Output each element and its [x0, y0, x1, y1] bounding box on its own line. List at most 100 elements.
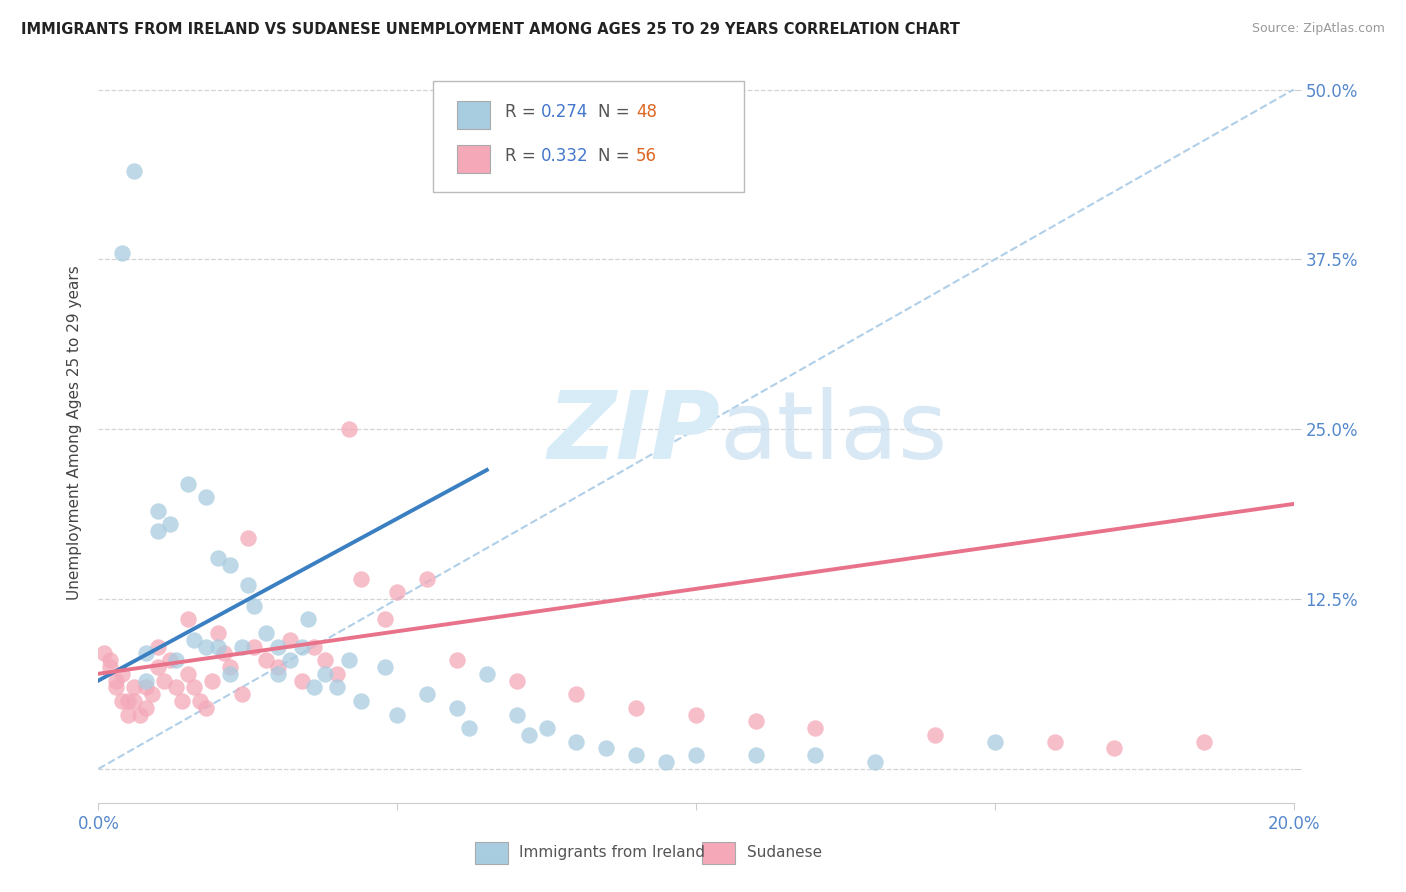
FancyBboxPatch shape [433, 81, 744, 192]
Point [745, 714, 768, 729]
Point [129, 707, 152, 722]
Point [267, 640, 290, 654]
Point [804, 748, 827, 763]
Point [278, 632, 301, 647]
Point [924, 728, 946, 742]
Text: R =: R = [505, 103, 541, 121]
Point [183, 632, 205, 647]
Point [446, 653, 468, 667]
Point [135, 646, 157, 660]
Text: R =: R = [505, 147, 541, 165]
Point [93, 646, 115, 660]
Point [148, 504, 170, 518]
Point [148, 660, 170, 674]
Point [517, 728, 540, 742]
Text: IMMIGRANTS FROM IRELAND VS SUDANESE UNEMPLOYMENT AMONG AGES 25 TO 29 YEARS CORRE: IMMIGRANTS FROM IRELAND VS SUDANESE UNEM… [21, 22, 960, 37]
Point [685, 707, 707, 722]
Point [98, 653, 122, 667]
Point [446, 700, 468, 714]
Point [135, 673, 157, 688]
Point [105, 681, 128, 695]
Point [219, 558, 242, 572]
Point [165, 681, 187, 695]
Point [111, 245, 134, 260]
Point [416, 572, 439, 586]
Point [236, 578, 259, 592]
Point [315, 666, 337, 681]
Point [350, 694, 373, 708]
Point [212, 646, 235, 660]
Point [565, 734, 588, 748]
Point [172, 694, 194, 708]
Point [231, 640, 253, 654]
Text: Source: ZipAtlas.com: Source: ZipAtlas.com [1251, 22, 1385, 36]
Point [195, 700, 218, 714]
Point [195, 490, 218, 504]
Text: 48: 48 [637, 103, 657, 121]
FancyBboxPatch shape [457, 145, 491, 173]
Point [291, 640, 314, 654]
Point [201, 673, 224, 688]
Point [177, 666, 200, 681]
Point [475, 666, 498, 681]
Point [595, 741, 617, 756]
Point [124, 164, 146, 178]
Point [135, 700, 157, 714]
Text: 0.332: 0.332 [541, 147, 588, 165]
Text: 56: 56 [637, 147, 657, 165]
Point [297, 612, 319, 626]
Point [254, 653, 277, 667]
Point [278, 653, 301, 667]
Point [339, 653, 361, 667]
Point [124, 694, 146, 708]
Point [506, 673, 529, 688]
Point [219, 666, 242, 681]
Point [124, 681, 146, 695]
Point [385, 585, 409, 599]
Point [315, 653, 337, 667]
Point [148, 524, 170, 538]
Text: Immigrants from Ireland: Immigrants from Ireland [519, 845, 704, 860]
Point [458, 721, 481, 735]
Point [267, 666, 290, 681]
Point [536, 721, 558, 735]
Point [105, 673, 128, 688]
Point [188, 694, 211, 708]
Text: atlas: atlas [720, 386, 948, 479]
Point [219, 660, 242, 674]
Point [243, 640, 266, 654]
Point [374, 612, 396, 626]
Point [339, 422, 361, 436]
Point [117, 707, 139, 722]
Point [1104, 741, 1126, 756]
Point [207, 551, 229, 566]
Point [111, 694, 134, 708]
FancyBboxPatch shape [702, 842, 735, 864]
Point [1043, 734, 1066, 748]
Point [326, 681, 349, 695]
Point [148, 640, 170, 654]
Point [159, 653, 181, 667]
Point [98, 660, 122, 674]
Point [302, 640, 325, 654]
Point [804, 721, 827, 735]
FancyBboxPatch shape [457, 101, 491, 129]
Text: Sudanese: Sudanese [748, 845, 823, 860]
Point [745, 748, 768, 763]
Point [135, 681, 157, 695]
Point [267, 660, 290, 674]
Point [177, 476, 200, 491]
Text: N =: N = [598, 103, 636, 121]
Point [177, 612, 200, 626]
Point [1192, 734, 1215, 748]
Point [207, 640, 229, 654]
Point [984, 734, 1007, 748]
Point [291, 673, 314, 688]
Point [416, 687, 439, 701]
Point [231, 687, 253, 701]
Point [236, 531, 259, 545]
Point [195, 640, 218, 654]
Point [207, 626, 229, 640]
Point [565, 687, 588, 701]
Point [385, 707, 409, 722]
